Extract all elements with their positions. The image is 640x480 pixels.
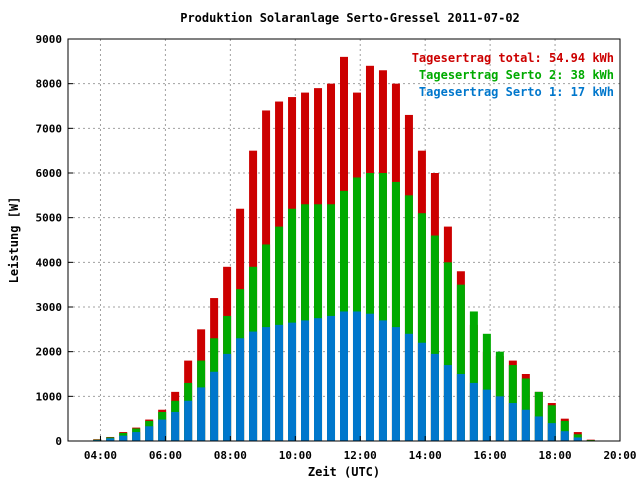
bar-serto-1 <box>495 396 504 441</box>
bar-serto-1 <box>521 409 530 441</box>
plot-frame <box>67 38 621 442</box>
x-tick-label: 16:00 <box>474 449 507 462</box>
bar-serto-1 <box>249 331 258 441</box>
bar-serto-2 <box>560 420 569 441</box>
bar-serto-1 <box>262 327 271 441</box>
legend-entry: Tagesertrag Serto 1: 17 kWh <box>419 85 614 99</box>
bar-serto-1 <box>443 365 452 441</box>
x-axis-label: Zeit (UTC) <box>308 465 380 479</box>
y-tick-label: 6000 <box>36 167 63 180</box>
bar-serto-1 <box>547 423 556 441</box>
x-tick-label: 04:00 <box>84 449 117 462</box>
bar-serto-1 <box>404 333 413 441</box>
bar-serto-1 <box>236 338 245 441</box>
bar-serto-1 <box>197 387 206 441</box>
bar-serto-2 <box>495 351 504 441</box>
bar-serto-1 <box>314 318 323 441</box>
bar-serto-2 <box>417 213 426 441</box>
bar-serto-2 <box>352 177 361 441</box>
bar-serto-2 <box>482 333 491 441</box>
bar-area <box>93 56 595 442</box>
x-tick-label: 20:00 <box>603 449 636 462</box>
legend-entry: Tagesertrag total: 54.94 kWh <box>412 51 614 65</box>
chart-title: Produktion Solaranlage Serto-Gressel 201… <box>180 11 520 25</box>
bar-serto-1 <box>340 311 348 441</box>
bar-serto-1 <box>508 403 517 441</box>
x-tick-label: 18:00 <box>538 449 571 462</box>
bar-serto-1 <box>145 426 154 441</box>
x-tick-label: 06:00 <box>149 449 182 462</box>
bar-serto-2 <box>469 311 478 441</box>
y-tick-label: 5000 <box>36 212 63 225</box>
bar-serto-2 <box>378 173 387 441</box>
bar-serto-1 <box>106 438 115 441</box>
bar-serto-1 <box>184 400 193 441</box>
y-axis-ticks: 0 1000 2000 3000 4000 5000 6000 7000 8000 9000 <box>36 33 73 448</box>
bar-serto-1 <box>560 431 569 441</box>
bar-serto-2 <box>365 173 374 441</box>
bar-serto-2 <box>404 195 413 441</box>
bar-serto-1 <box>417 342 426 441</box>
bar-serto-1 <box>430 353 439 441</box>
bar-serto-1 <box>365 313 374 441</box>
y-tick-label: 4000 <box>36 256 63 269</box>
y-tick-label: 3000 <box>36 301 63 314</box>
bar-serto-1 <box>391 327 400 441</box>
y-axis-label: Leistung [W] <box>7 197 21 284</box>
legend-entry: Tagesertrag Serto 2: 38 kWh <box>419 68 614 82</box>
y-tick-label: 9000 <box>36 33 63 46</box>
bar-serto-1 <box>378 320 387 441</box>
bar-serto-1 <box>158 419 167 441</box>
legend: Tagesertrag total: 54.94 kWh Tagesertrag … <box>412 51 614 99</box>
x-axis-ticks: 04:00 06:00 08:00 10:00 12:00 14:00 16:00 18:00… <box>84 436 637 462</box>
x-tick-label: 10:00 <box>279 449 312 462</box>
bar-serto-1 <box>223 353 232 441</box>
bar-serto-2 <box>430 235 439 441</box>
x-tick-label: 08:00 <box>214 449 247 462</box>
bar-serto-1 <box>132 432 141 441</box>
bar-serto-1 <box>275 324 284 441</box>
bar-serto-1 <box>301 320 310 441</box>
bar-serto-2 <box>456 284 465 441</box>
bar-serto-1 <box>210 371 219 441</box>
bar-serto-1 <box>119 435 128 441</box>
bar-serto-1 <box>171 411 180 441</box>
bar-serto-1 <box>534 416 543 441</box>
bar-serto-1 <box>469 382 478 441</box>
bar-serto-1 <box>456 374 465 441</box>
bar-serto-1 <box>288 322 297 441</box>
y-tick-label: 1000 <box>36 390 63 403</box>
bar-serto-2 <box>443 262 452 441</box>
y-tick-label: 7000 <box>36 122 63 135</box>
bar-serto-2 <box>391 181 400 441</box>
y-tick-label: 8000 <box>36 78 63 91</box>
bar-serto-1 <box>352 311 361 441</box>
bar-serto-1 <box>482 389 491 441</box>
x-tick-label: 14:00 <box>409 449 442 462</box>
y-tick-label: 2000 <box>36 346 63 359</box>
bar-serto-1 <box>573 437 582 441</box>
x-tick-label: 12:00 <box>344 449 377 462</box>
bar-serto-1 <box>327 315 336 441</box>
y-tick-label: 0 <box>55 435 62 448</box>
